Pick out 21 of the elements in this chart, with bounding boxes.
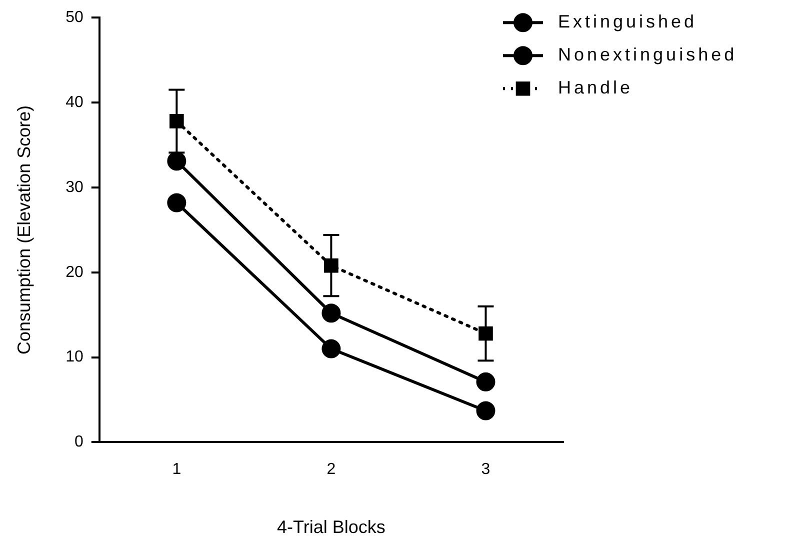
x-axis-title: 4-Trial Blocks [277,517,386,538]
point [167,152,186,171]
point [476,372,496,392]
point [167,193,186,212]
y-tick-label: 30 [66,178,84,196]
point [170,114,184,128]
point [322,339,341,358]
y-tick-label: 20 [66,264,84,281]
point [322,304,341,323]
y-tick-label: 0 [74,434,84,451]
legend-label: Handle [558,78,634,98]
y-axis-title: Consumption (Elevation Score) [14,105,34,354]
y-tick-label: 10 [66,348,84,366]
point [476,401,496,420]
y-tick-label: 40 [66,94,84,111]
x-tick-label: 3 [481,461,490,478]
x-tick-label: 2 [326,461,336,478]
y-tick-label: 50 [66,9,84,26]
legend-label: Extinguished [558,12,698,32]
legend-label: Nonextinguished [558,44,738,65]
x-tick-label: 1 [172,461,182,478]
